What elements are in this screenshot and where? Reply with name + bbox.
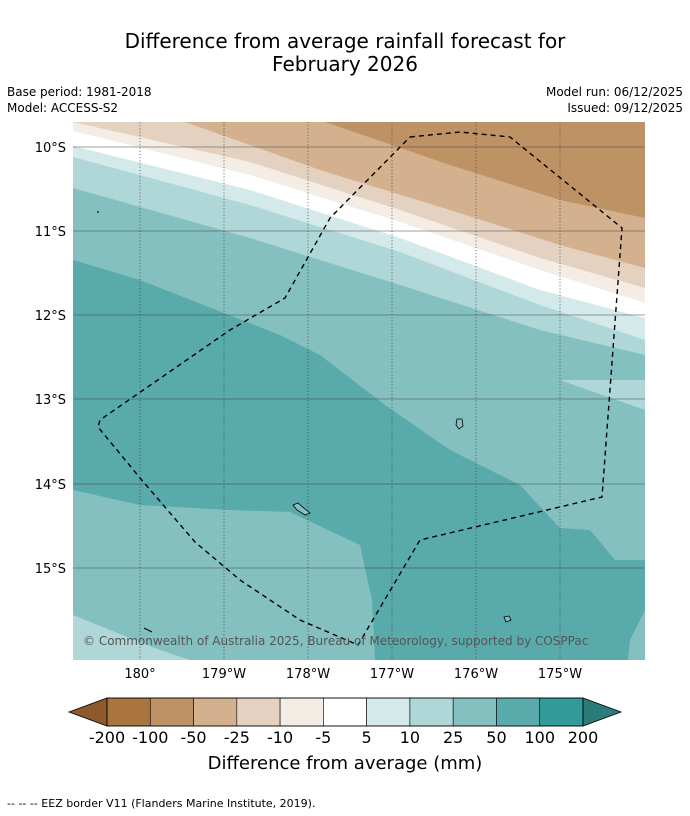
colorbar-cell <box>452 697 497 727</box>
band-25-50-corner <box>628 610 645 660</box>
colorbar-cell <box>106 697 151 727</box>
band-25-50-south <box>73 490 375 660</box>
colorbar-tick-label: 200 <box>568 728 599 747</box>
colorbar-under-arrow <box>67 697 108 727</box>
colorbar-tick-label: -10 <box>267 728 293 747</box>
island-east <box>455 418 464 430</box>
lat-label-11s: 11°S <box>35 225 66 240</box>
lon-label-176w: 176°W <box>454 667 498 682</box>
lat-label-10s: 10°S <box>35 141 66 156</box>
colorbar-cell <box>539 697 584 727</box>
island-south <box>503 615 512 623</box>
issued-date: Issued: 09/12/2025 <box>567 101 683 115</box>
colorbar-tick-label: -25 <box>224 728 250 747</box>
island-southwest <box>143 627 153 633</box>
colorbar-tick-label: 100 <box>524 728 555 747</box>
colorbar-tick-label: -5 <box>315 728 331 747</box>
colorbar-label: Difference from average (mm) <box>207 753 483 774</box>
lon-label-175w: 175°W <box>538 667 582 682</box>
band-10-25-southwest <box>73 615 190 660</box>
colorbar-tick-label: -100 <box>132 728 168 747</box>
lat-label-14s: 14°S <box>35 478 66 493</box>
colorbar: -200 -100 -50 -25 -10 -5 5 10 25 50 100 200 <box>67 697 623 747</box>
lon-label-180: 180° <box>124 667 155 682</box>
band-10-25-east <box>560 380 645 410</box>
eez-legend-note: -- -- -- EEZ border V11 (Flanders Marine… <box>7 797 316 810</box>
island-northwest <box>97 211 99 213</box>
band-minus100-50 <box>325 122 645 218</box>
colorbar-cell <box>193 697 238 727</box>
chart-title: Difference from average rainfall forecas… <box>0 30 690 76</box>
colorbar-tick-label: 10 <box>400 728 420 747</box>
colorbar-cell <box>496 697 541 727</box>
eez-border <box>97 131 623 646</box>
lat-label-12s: 12°S <box>35 309 66 324</box>
map-area: © Commonwealth of Australia 2025, Bureau… <box>73 122 645 660</box>
lat-labels: 10°S 11°S 12°S 13°S 14°S 15°S <box>35 141 66 577</box>
colorbar-tick-label: -50 <box>180 728 206 747</box>
title-line-1: Difference from average rainfall forecas… <box>124 29 566 53</box>
colorbar-cell <box>409 697 454 727</box>
lon-label-179w: 179°W <box>202 667 246 682</box>
lon-labels: 180° 179°W 178°W 177°W 176°W 175°W <box>124 667 582 682</box>
colorbar-tick-label: 25 <box>443 728 463 747</box>
colorbar-cell <box>149 697 194 727</box>
colorbar-cell <box>279 697 324 727</box>
lon-label-177w: 177°W <box>370 667 414 682</box>
lat-label-15s: 15°S <box>35 562 66 577</box>
colorbar-cell <box>366 697 411 727</box>
lon-label-178w: 178°W <box>286 667 330 682</box>
meta-right: Model run: 06/12/2025 Issued: 09/12/2025 <box>546 84 683 116</box>
model-name: Model: ACCESS-S2 <box>7 101 119 115</box>
colorbar-over-arrow <box>582 697 623 727</box>
base-period: Base period: 1981-2018 <box>7 85 152 99</box>
lat-gridlines <box>73 146 645 569</box>
island-central <box>292 502 311 516</box>
colorbar-cell <box>323 697 367 727</box>
colorbar-tick-label: -200 <box>89 728 125 747</box>
model-run: Model run: 06/12/2025 <box>545 85 683 99</box>
colorbar-frame <box>106 697 584 727</box>
title-line-2: February 2026 <box>272 52 418 76</box>
colorbar-cell <box>236 697 281 727</box>
lon-gridlines <box>139 122 561 660</box>
colorbar-tick-label: 5 <box>362 728 372 747</box>
lat-label-13s: 13°S <box>35 393 66 408</box>
colorbar-tick-label: 50 <box>486 728 506 747</box>
meta-left: Base period: 1981-2018 Model: ACCESS-S2 <box>7 84 152 116</box>
copyright-text: © Commonwealth of Australia 2025, Bureau… <box>83 634 588 648</box>
